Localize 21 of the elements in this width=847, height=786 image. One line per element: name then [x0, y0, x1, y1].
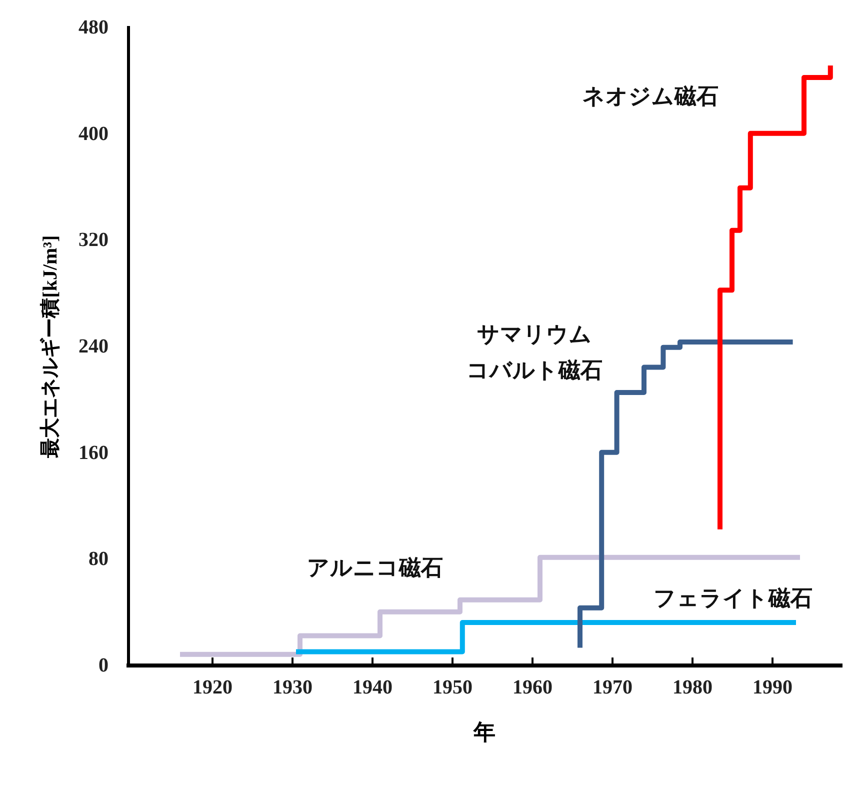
series-label: アルニコ磁石 [307, 554, 443, 580]
y-tick-label: 480 [78, 16, 108, 38]
y-axis-title: 最大エネルギー積[kJ/m³] [40, 235, 62, 459]
y-tick-label: 0 [98, 654, 108, 676]
y-tick-label: 160 [78, 442, 108, 464]
x-tick-label: 1980 [672, 676, 712, 698]
series-label: サマリウムコバルト磁石 [466, 321, 603, 382]
x-tick-label: 1960 [512, 676, 552, 698]
x-tick-label: 1940 [352, 676, 392, 698]
x-axis-title: 年 [472, 720, 496, 744]
series-label: ネオジム磁石 [582, 83, 718, 108]
y-tick-label: 400 [78, 122, 108, 145]
y-tick-label: 240 [78, 336, 108, 358]
series-label: フェライト磁石 [654, 585, 812, 610]
x-tick-label: 1970 [592, 676, 632, 698]
y-tick-label: 80 [88, 548, 108, 570]
x-tick-label: 1920 [192, 676, 232, 698]
x-tick-label: 1950 [432, 676, 472, 698]
y-tick-label: 320 [78, 229, 108, 252]
x-tick-label: 1990 [752, 676, 792, 698]
x-tick-label: 1930 [272, 676, 312, 698]
